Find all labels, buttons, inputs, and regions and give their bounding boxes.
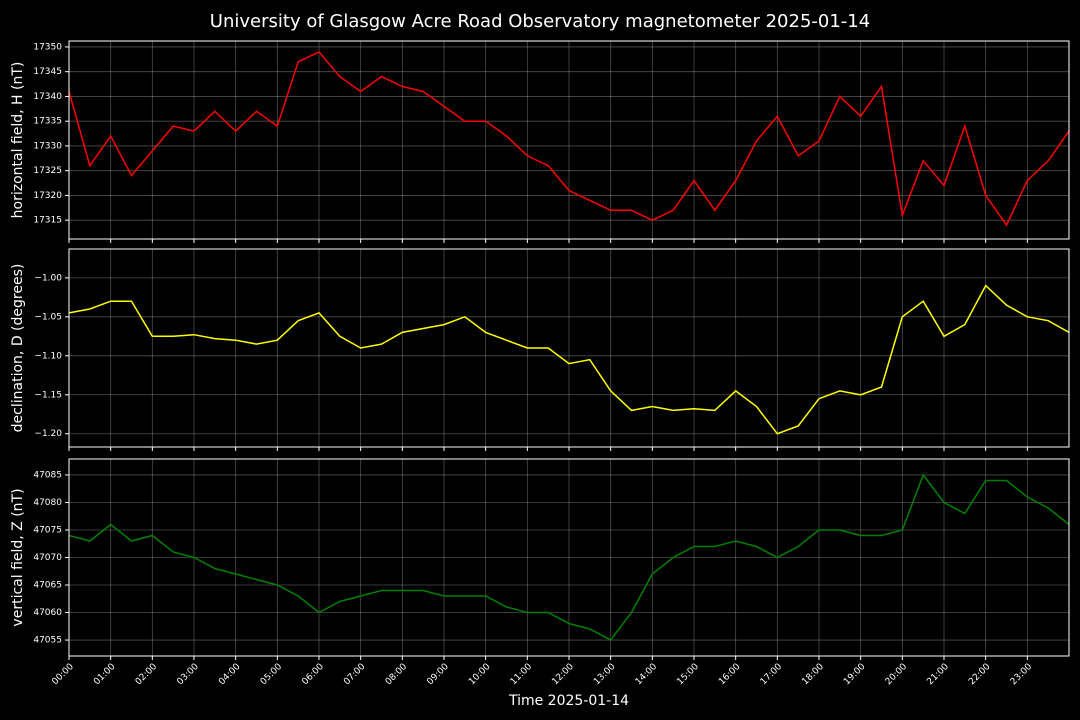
x-tick-label: 23:00 — [1009, 662, 1035, 688]
x-tick-label: 13:00 — [592, 662, 618, 688]
y-axis-label: vertical field, Z (nT) — [10, 488, 26, 626]
y-tick-label: −1.00 — [34, 273, 62, 283]
y-tick-label: −1.10 — [34, 351, 62, 361]
x-tick-label: 00:00 — [50, 662, 76, 688]
y-tick-label: 47060 — [33, 608, 62, 618]
x-tick-label: 17:00 — [759, 662, 785, 688]
x-tick-label: 18:00 — [800, 662, 826, 688]
y-tick-label: −1.15 — [34, 390, 62, 400]
x-tick-label: 06:00 — [300, 662, 326, 688]
x-tick-label: 03:00 — [175, 662, 201, 688]
y-tick-label: 47075 — [33, 525, 62, 535]
x-tick-label: 04:00 — [217, 662, 243, 688]
x-tick-label: 10:00 — [467, 662, 493, 688]
x-tick-label: 21:00 — [925, 662, 951, 688]
y-tick-label: 17325 — [33, 166, 62, 176]
y-axis-label: horizontal field, H (nT) — [10, 62, 26, 219]
x-tick-label: 07:00 — [342, 662, 368, 688]
y-tick-label: 17345 — [33, 67, 62, 77]
y-tick-label: 47085 — [33, 470, 62, 480]
y-tick-label: 17320 — [33, 191, 62, 201]
x-tick-label: 19:00 — [842, 662, 868, 688]
y-tick-label: 17335 — [33, 117, 62, 127]
axes-frame — [68, 40, 1070, 240]
y-tick-label: −1.05 — [34, 312, 62, 322]
data-line — [68, 50, 1070, 227]
x-tick-label: 16:00 — [717, 662, 743, 688]
data-line — [68, 473, 1070, 641]
x-tick-label: 12:00 — [550, 662, 576, 688]
y-tick-label: 17340 — [33, 92, 62, 102]
axes-frame — [68, 248, 1070, 448]
x-tick-label: 05:00 — [259, 662, 285, 688]
y-tick-label: −1.20 — [34, 429, 62, 439]
y-tick-label: 47055 — [33, 636, 62, 646]
x-tick-label: 14:00 — [634, 662, 660, 688]
y-axis-label: declination, D (degrees) — [10, 264, 26, 433]
x-tick-label: 01:00 — [92, 662, 118, 688]
axes-frame — [68, 458, 1070, 657]
y-tick-label: 17330 — [33, 141, 62, 151]
x-tick-label: 20:00 — [884, 662, 910, 688]
x-tick-label: 02:00 — [134, 662, 160, 688]
y-tick-label: 47065 — [33, 581, 62, 591]
y-tick-label: 17350 — [33, 42, 62, 52]
data-line — [68, 284, 1070, 435]
x-tick-label: 09:00 — [425, 662, 451, 688]
x-tick-label: 22:00 — [967, 662, 993, 688]
x-tick-label: 11:00 — [509, 662, 535, 688]
y-tick-label: 47070 — [33, 553, 62, 563]
x-tick-label: 15:00 — [675, 662, 701, 688]
y-tick-label: 17315 — [33, 216, 62, 226]
x-axis-label: Time 2025-01-14 — [508, 693, 629, 709]
y-tick-label: 47080 — [33, 498, 62, 508]
x-tick-label: 08:00 — [384, 662, 410, 688]
chart-title: University of Glasgow Acre Road Observat… — [210, 11, 870, 32]
